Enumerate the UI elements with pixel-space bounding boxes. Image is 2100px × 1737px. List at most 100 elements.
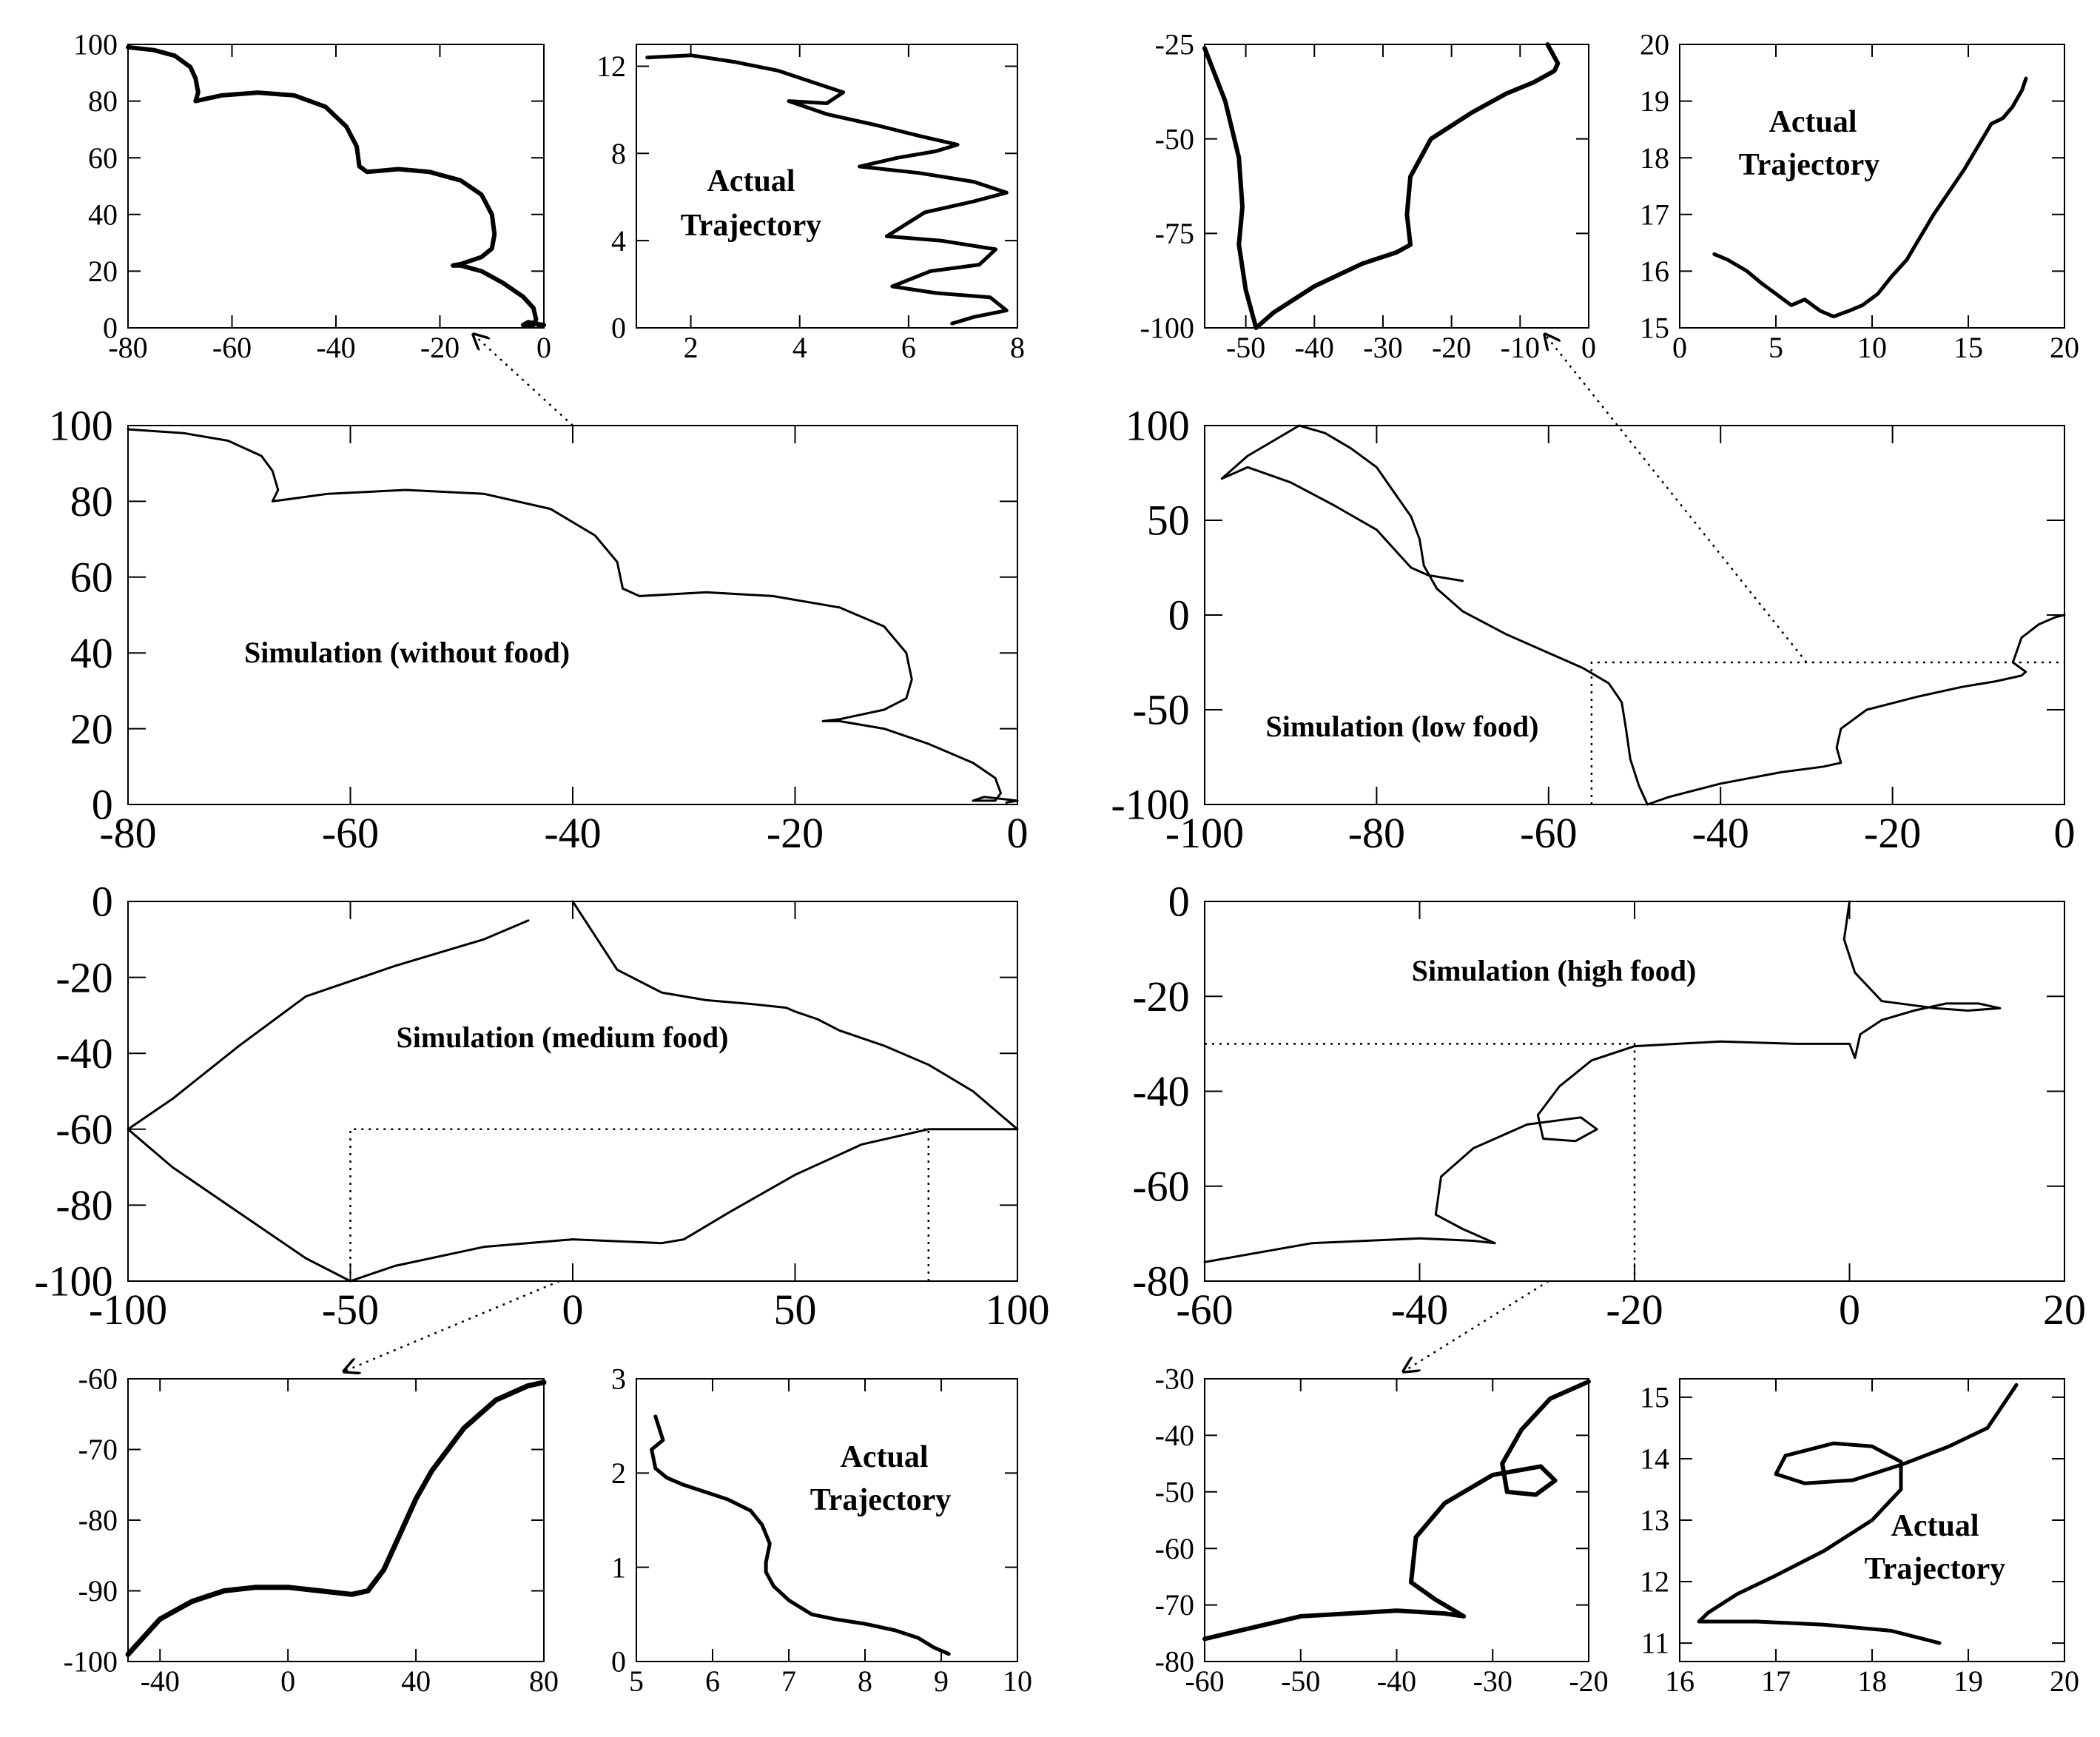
- annotation-label: Trajectory: [681, 209, 821, 243]
- plot-frame: [127, 425, 1018, 805]
- x-tick-label: -60: [1176, 1286, 1233, 1334]
- x-tick-label: 6: [901, 331, 916, 364]
- annotation-label: Simulation (high food): [1412, 954, 1697, 987]
- y-tick-label: 16: [1640, 255, 1669, 288]
- y-tick-label: -80: [55, 1181, 112, 1229]
- y-tick-label: -60: [78, 1363, 118, 1396]
- y-tick-label: -70: [78, 1433, 118, 1466]
- x-tick-label: 50: [774, 1286, 817, 1334]
- x-tick-label: -60: [322, 809, 379, 857]
- x-tick-label: -40: [141, 1664, 180, 1698]
- x-tick-label: -40: [316, 331, 355, 364]
- y-tick-label: 50: [1147, 497, 1190, 545]
- x-tick-label: 10: [1857, 331, 1887, 364]
- y-tick-label: -100: [1140, 312, 1194, 345]
- chart-panel-p4: 0 5 10 15 20 15 16 17 18 19 20 Actual Trajectory: [1640, 28, 2079, 364]
- x-tick-label: -100: [1165, 809, 1244, 857]
- annotation-label: Simulation (low food): [1266, 710, 1539, 743]
- x-tick-label: -80: [1348, 809, 1405, 857]
- annotation-label: Actual: [1769, 105, 1857, 139]
- chart-panel-p10: 5 6 7 8 9 10 0 1 2 3 Actual Trajectory: [611, 1363, 1032, 1698]
- y-tick-label: 100: [73, 28, 118, 61]
- annotation-label: Simulation (medium food): [397, 1021, 729, 1054]
- x-tick-label: -100: [89, 1286, 167, 1334]
- plot-frame: [1679, 44, 2065, 329]
- x-tick-label: 7: [781, 1664, 796, 1698]
- annotation-label: Trajectory: [1739, 148, 1879, 182]
- y-tick-label: 0: [1168, 878, 1190, 926]
- y-tick-label: 40: [88, 198, 118, 231]
- x-tick-label: 0: [2054, 809, 2076, 857]
- series-line-trajectory: [127, 428, 1019, 804]
- y-tick-label: 20: [88, 255, 118, 288]
- plot-frame: [1204, 425, 2065, 805]
- chart-panel-p6: -100 -80 -60 -40 -20 0 -100 -50 0 50 100 Simulation…: [1111, 402, 2075, 857]
- chart-panel-p9: -40 0 40 80 -100 -90 -80 -70 -60: [64, 1363, 559, 1698]
- y-tick-label: -90: [78, 1574, 118, 1607]
- x-tick-label: -20: [1569, 1664, 1608, 1698]
- annotation-label: Trajectory: [1865, 1552, 2005, 1586]
- y-tick-label: -25: [1155, 28, 1194, 61]
- x-tick-label: 0: [1672, 331, 1687, 364]
- chart-panel-p11: -60 -50 -40 -30 -20 -80 -70 -60 -50 -40 -30: [1155, 1363, 1609, 1698]
- x-tick-label: -80: [99, 809, 156, 857]
- series-line-actual: [645, 53, 1009, 326]
- plot-frame: [127, 44, 545, 329]
- x-tick-label: -20: [420, 331, 460, 364]
- zoom-connector-arrow: [344, 1280, 560, 1371]
- guide-line: [1590, 661, 2064, 804]
- y-tick-label: -60: [1132, 1162, 1189, 1210]
- y-tick-label: 100: [49, 402, 113, 450]
- y-tick-label: -50: [1155, 1475, 1194, 1508]
- y-tick-label: 8: [611, 137, 626, 170]
- zoom-connector-arrow: [474, 335, 573, 426]
- y-tick-label: 20: [1640, 28, 1669, 61]
- y-tick-label: 60: [88, 141, 118, 175]
- x-tick-label: 2: [684, 331, 699, 364]
- x-tick-label: -20: [1432, 331, 1471, 364]
- connector-layer: [344, 335, 1808, 1371]
- y-tick-label: -60: [1155, 1532, 1194, 1565]
- x-tick-label: -40: [1391, 1286, 1448, 1334]
- y-tick-label: 100: [1125, 402, 1190, 450]
- zoom-connector-arrow: [1545, 335, 1808, 663]
- x-tick-label: 17: [1761, 1664, 1791, 1698]
- y-tick-label: -30: [1155, 1363, 1194, 1396]
- series-line-trajectory: [127, 900, 1019, 1283]
- x-tick-label: 8: [858, 1664, 872, 1698]
- y-tick-label: 2: [611, 1457, 626, 1490]
- chart-panel-p12: 16 17 18 19 20 11 12 13 14 15 Actual Trajectory: [1640, 1378, 2079, 1698]
- y-tick-label: -40: [1155, 1419, 1194, 1452]
- y-tick-label: 18: [1640, 141, 1669, 175]
- x-tick-label: 0: [562, 1286, 584, 1334]
- y-tick-label: -20: [55, 953, 112, 1001]
- annotation-label: Actual: [841, 1440, 929, 1474]
- x-tick-label: 0: [1839, 1286, 1860, 1334]
- x-tick-label: 100: [986, 1286, 1050, 1334]
- series-line-actual: [1712, 76, 2028, 319]
- series-line-actual: [1697, 1382, 2019, 1645]
- y-tick-label: 40: [70, 629, 113, 677]
- x-tick-label: 20: [2043, 1286, 2086, 1334]
- y-tick-label: 15: [1640, 312, 1669, 345]
- x-tick-label: 9: [934, 1664, 949, 1698]
- x-tick-label: -40: [544, 809, 601, 857]
- x-tick-label: 10: [1003, 1664, 1032, 1698]
- series-line-trajectory: [125, 1380, 547, 1657]
- y-tick-label: -100: [1111, 781, 1189, 829]
- x-tick-label: -40: [1692, 809, 1749, 857]
- y-tick-label: 11: [1640, 1627, 1669, 1660]
- x-tick-label: 0: [1007, 809, 1029, 857]
- x-tick-label: 0: [536, 331, 551, 364]
- y-tick-label: -80: [78, 1504, 118, 1537]
- y-tick-label: 80: [70, 477, 113, 525]
- guide-line: [1205, 1043, 1636, 1281]
- x-tick-label: 8: [1010, 331, 1025, 364]
- x-tick-label: 5: [629, 1664, 644, 1698]
- y-tick-label: 0: [1168, 591, 1190, 639]
- x-tick-label: -50: [1281, 1664, 1320, 1698]
- y-tick-label: -75: [1155, 217, 1194, 250]
